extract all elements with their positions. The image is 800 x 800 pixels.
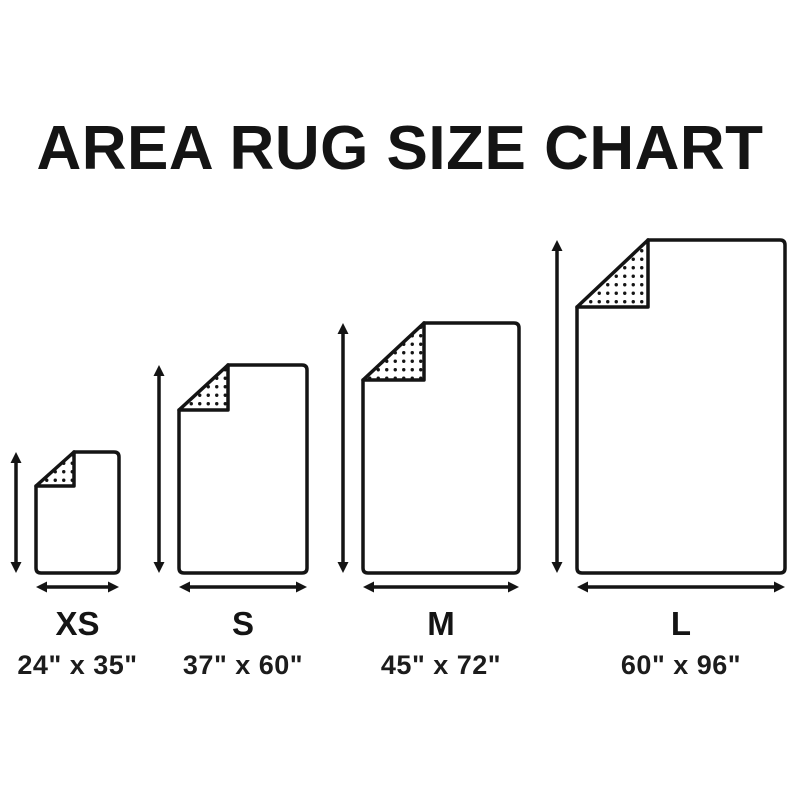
rug-folded-corner-s [177,363,230,412]
rug-folded-corner-l [575,238,650,309]
height-arrow-m [337,323,349,573]
height-arrow-l [551,240,563,573]
rug-outline-l [575,238,787,575]
size-group-l: L 60" x 96" [571,605,791,681]
rug-group-m [337,321,521,593]
size-dimensions-xs: 24" x 35" [17,650,138,681]
rug-group-s [153,363,309,593]
rug-outline-xs [34,450,121,575]
width-arrow-l [577,581,785,593]
size-group-s: S 37" x 60" [133,605,353,681]
width-arrow-s [179,581,307,593]
rug-folded-corner-m [361,321,426,382]
rug-folded-corner-xs [34,450,76,488]
size-label-xs: XS [55,605,100,642]
width-arrow-xs [36,581,119,593]
size-label-s: S [231,605,254,642]
size-dimensions-s: 37" x 60" [182,650,304,681]
height-arrow-s [153,365,165,573]
page-title: AREA RUG SIZE CHART [36,114,764,183]
size-group-m: M 45" x 72" [331,605,551,681]
height-arrow-xs [10,452,22,573]
rug-group-l [551,238,787,593]
size-group-xs: XS 24" x 35" [0,605,188,681]
rug-group-xs [10,450,121,593]
size-label-m: M [427,605,455,642]
rug-outline-s [177,363,309,575]
size-label-l: L [670,605,692,642]
size-dimensions-l: 60" x 96" [620,650,742,681]
size-dimensions-m: 45" x 72" [380,650,502,681]
width-arrow-m [363,581,519,593]
rug-outline-m [361,321,521,575]
